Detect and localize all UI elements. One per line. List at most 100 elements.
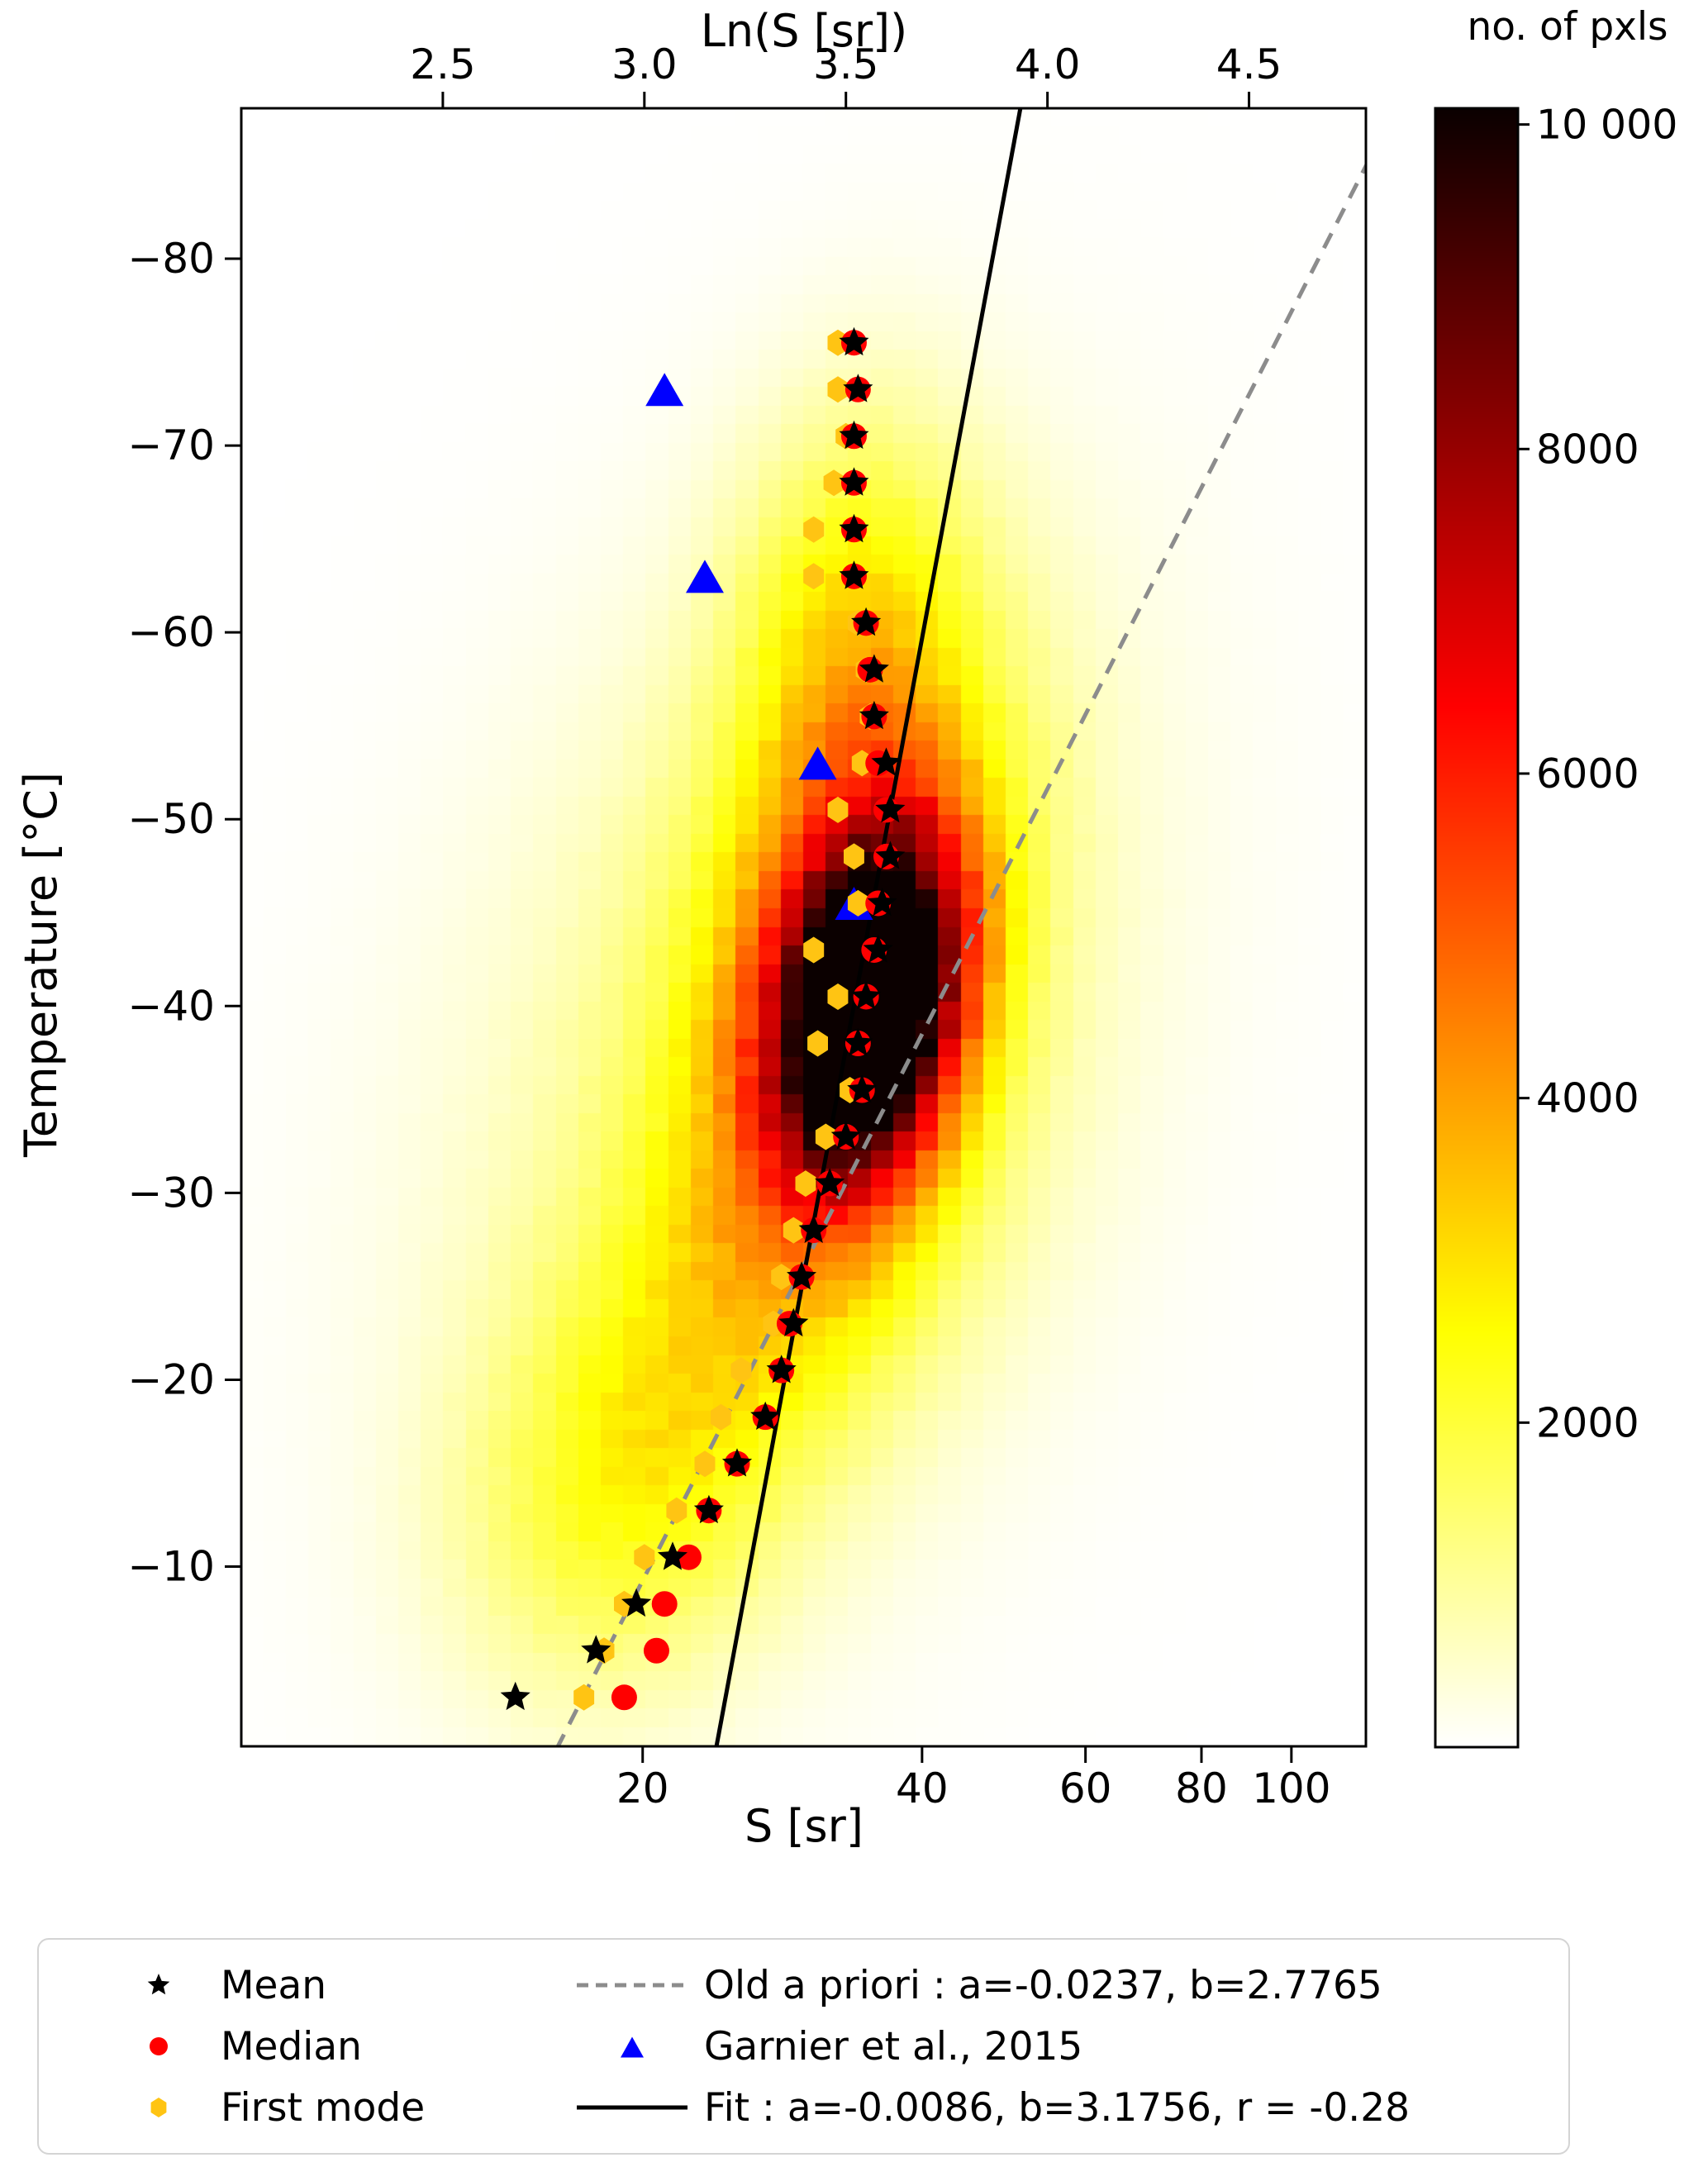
first-mode-marker: [694, 1450, 716, 1478]
bottom-axis-tick-label: 60: [1059, 1765, 1112, 1812]
first-mode-marker: [815, 1123, 836, 1150]
median-marker: [675, 1544, 702, 1570]
mean-marker: [863, 934, 893, 963]
colorbar-tick-label: 2000: [1536, 1399, 1639, 1446]
mean-marker: [843, 374, 873, 402]
legend-label-median: Median: [221, 2023, 362, 2069]
mean-marker: [693, 1494, 724, 1524]
mean-marker: [839, 467, 869, 496]
first-mode-marker: [823, 469, 844, 497]
x-axis-title: S [sr]: [745, 1800, 864, 1852]
mean-marker: [815, 1168, 845, 1197]
mean-marker: [766, 1355, 797, 1384]
colorbar-title: no. of pxls: [1467, 4, 1668, 50]
hexagon-icon: [150, 2098, 167, 2117]
legend-box: Mean Old a priori : a=-0.0237, b=2.7765 …: [37, 1938, 1570, 2155]
mean-marker: [839, 420, 869, 450]
mean-marker: [839, 560, 869, 589]
top-axis-tick-label: 3.0: [611, 40, 678, 88]
median-marker: [643, 1637, 669, 1664]
first-mode-marker: [803, 516, 825, 543]
mean-marker: [839, 513, 869, 543]
heatmap-canvas: [241, 108, 1366, 1746]
first-mode-marker: [795, 1170, 816, 1198]
left-axis-tick-label: −60: [127, 608, 215, 656]
left-axis-tick-label: −40: [127, 982, 215, 1030]
bottom-axis-tick-label: 20: [616, 1765, 669, 1812]
left-axis-tick-label: −50: [127, 795, 215, 843]
mean-marker: [621, 1588, 652, 1617]
mean-marker: [778, 1307, 809, 1336]
median-marker: [611, 1684, 637, 1711]
first-mode-marker: [847, 889, 868, 917]
colorbar-gradient: [1435, 108, 1518, 1747]
mean-marker: [851, 607, 882, 636]
legend-label-fit: Fit : a=-0.0086, b=3.1756, r = -0.28: [704, 2084, 1411, 2131]
top-axis-tick-label: 4.0: [1015, 40, 1081, 88]
mean-marker: [581, 1635, 611, 1664]
colorbar-tick-label: 10 000: [1536, 102, 1677, 149]
bottom-axis-tick-label: 40: [896, 1765, 949, 1812]
garnier-triangle-marker: [798, 746, 837, 780]
legend-label-first-mode: First mode: [221, 2084, 426, 2131]
garnier-triangle-marker: [685, 560, 724, 593]
triangle-icon: [620, 2036, 644, 2058]
bottom-axis-tick-label: 100: [1252, 1765, 1330, 1812]
legend-label-old-a-priori: Old a priori : a=-0.0237, b=2.7765: [704, 1962, 1382, 2008]
legend-label-garnier: Garnier et al., 2015: [704, 2023, 1083, 2069]
first-mode-marker: [711, 1403, 731, 1431]
dashed-line-icon: [576, 1983, 687, 1988]
circle-icon: [150, 2037, 168, 2055]
mean-marker: [839, 326, 869, 356]
legend-label-mean: Mean: [221, 1962, 327, 2008]
first-mode-marker: [803, 936, 825, 964]
mean-marker: [787, 1261, 817, 1290]
colorbar-border: [1434, 107, 1520, 1749]
first-mode-marker: [827, 983, 849, 1010]
mean-marker: [871, 747, 902, 776]
mean-marker: [851, 981, 882, 1010]
y-axis-title: Temperature [°C]: [15, 771, 67, 1157]
median-marker: [651, 1591, 678, 1617]
first-mode-marker: [634, 1544, 655, 1571]
top-axis-title: Ln(S [sr]): [700, 5, 908, 57]
colorbar-tick-label: 6000: [1536, 750, 1639, 798]
mean-marker: [875, 841, 906, 869]
first-mode-marker: [827, 796, 849, 823]
solid-line-icon: [576, 2105, 687, 2110]
first-mode-marker: [771, 1264, 792, 1291]
mean-marker: [859, 700, 889, 730]
mean-marker: [750, 1401, 781, 1430]
first-mode-marker: [844, 843, 864, 870]
mean-marker: [830, 1121, 861, 1150]
first-mode-marker: [827, 376, 849, 403]
top-axis-tick-label: 4.5: [1216, 40, 1282, 88]
mean-marker: [875, 793, 906, 823]
first-mode-marker: [807, 1030, 828, 1057]
mean-marker: [500, 1681, 530, 1711]
bottom-axis-tick-label: 80: [1175, 1765, 1228, 1812]
mean-marker: [798, 1214, 829, 1243]
plot-border: [240, 107, 1368, 1748]
left-axis-tick-label: −80: [127, 235, 215, 283]
left-axis-tick-label: −70: [127, 421, 215, 469]
left-axis-tick-label: −30: [127, 1169, 215, 1217]
mean-marker: [657, 1541, 687, 1570]
first-mode-marker: [573, 1684, 595, 1711]
star-icon: [147, 1974, 170, 1995]
garnier-triangle-marker: [645, 373, 684, 407]
mean-marker: [867, 887, 897, 917]
first-mode-marker: [803, 563, 825, 590]
top-axis-tick-label: 3.5: [813, 40, 879, 88]
left-axis-tick-label: −20: [127, 1355, 215, 1403]
mean-marker: [847, 1074, 878, 1103]
first-mode-marker: [783, 1217, 804, 1244]
fit-line: [714, 108, 1023, 1746]
mean-marker: [859, 654, 889, 683]
colorbar-tick-label: 4000: [1536, 1075, 1639, 1122]
first-mode-marker: [730, 1357, 752, 1384]
top-axis-tick-label: 2.5: [410, 40, 476, 88]
mean-marker: [721, 1448, 753, 1477]
